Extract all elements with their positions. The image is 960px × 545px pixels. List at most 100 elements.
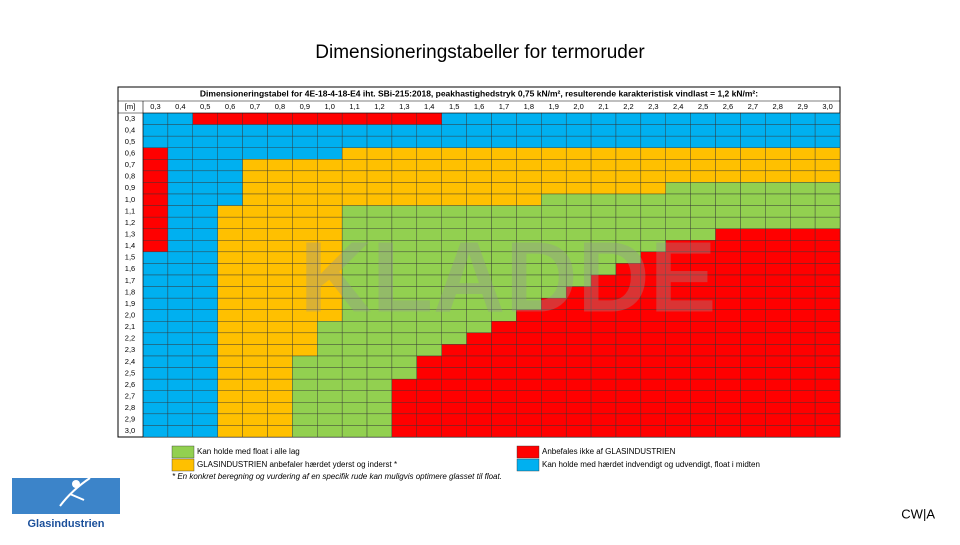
table-cell	[765, 390, 791, 403]
table-cell	[267, 344, 293, 357]
table-cell	[690, 367, 716, 380]
table-cell	[441, 205, 467, 218]
table-cell	[416, 413, 442, 426]
table-cell	[142, 344, 169, 357]
table-cell	[590, 355, 617, 368]
column-label: 0,3	[150, 102, 160, 111]
legend-swatch	[516, 458, 540, 472]
table-cell	[242, 402, 268, 415]
table-cell	[615, 135, 642, 148]
table-cell	[765, 286, 791, 299]
table-cell	[765, 135, 791, 148]
table-cell	[217, 170, 243, 183]
table-cell	[740, 124, 766, 137]
table-cell	[765, 216, 791, 229]
table-cell	[640, 135, 666, 148]
table-cell	[715, 274, 741, 287]
table-cell	[466, 147, 492, 160]
table-cell	[242, 182, 268, 195]
table-cell	[217, 413, 243, 426]
table-cell	[491, 193, 517, 206]
table-cell	[615, 402, 642, 415]
table-cell	[441, 193, 467, 206]
table-cell	[192, 124, 218, 137]
table-cell	[242, 355, 268, 368]
table-cell	[242, 135, 268, 148]
table-cell	[142, 240, 169, 253]
table-cell	[740, 182, 766, 195]
table-cell	[466, 344, 492, 357]
table-cell	[790, 378, 816, 391]
row-label: 2,2	[125, 334, 135, 343]
table-cell	[615, 332, 642, 345]
table-cell	[740, 309, 766, 322]
table-cell	[516, 182, 542, 195]
table-cell	[814, 402, 841, 415]
table-cell	[814, 205, 841, 218]
table-cell	[590, 332, 617, 345]
table-cell	[615, 124, 642, 137]
row-label: 1,4	[125, 241, 135, 250]
table-cell	[416, 425, 442, 438]
table-cell	[391, 367, 418, 380]
table-cell	[740, 205, 766, 218]
column-label: 1,4	[424, 102, 434, 111]
table-cell	[690, 135, 716, 148]
table-cell	[142, 205, 169, 218]
table-cell	[640, 402, 666, 415]
row-label: 2,8	[125, 403, 135, 412]
table-cell	[765, 367, 791, 380]
row-label: 1,5	[125, 253, 135, 262]
table-grid: 0,3 0,4 0,5 0,6 0,7 0,8 0,9 1,0 1,1 1,2 1,3 1,4 1,5 1…	[118, 100, 841, 438]
table-cell	[292, 390, 318, 403]
table-cell	[142, 193, 169, 206]
table-cell	[665, 344, 691, 357]
table-cell	[715, 112, 741, 125]
table-cell	[292, 193, 318, 206]
table-cell	[142, 159, 169, 172]
table-cell	[615, 205, 642, 218]
table-cell	[516, 135, 542, 148]
table-cell	[391, 378, 418, 391]
table-cell	[790, 425, 816, 438]
table-cell	[516, 402, 542, 415]
table-cell	[665, 147, 691, 160]
table-cell	[317, 344, 343, 357]
column-label: 2,2	[623, 102, 633, 111]
row-label: 2,1	[125, 322, 135, 331]
legend-label: Kan holde med hærdet indvendigt og udven…	[542, 460, 760, 469]
table-cell	[217, 274, 243, 287]
legend-swatch	[171, 445, 195, 459]
table-cell	[541, 402, 567, 415]
table-cell	[441, 112, 467, 125]
column-label: 1,7	[499, 102, 509, 111]
table-cell	[142, 425, 169, 438]
table-cell	[167, 332, 193, 345]
table-cell	[740, 112, 766, 125]
table-cell	[491, 367, 517, 380]
table-cell	[814, 240, 841, 253]
table-cell	[615, 182, 642, 195]
table-cell	[541, 147, 567, 160]
table-cell	[167, 321, 193, 334]
row-label: 2,6	[125, 380, 135, 389]
slide-title: Dimensioneringstabeller for termoruder	[315, 42, 645, 63]
table-cell	[142, 402, 169, 415]
table-cell	[740, 263, 766, 276]
table-cell	[341, 413, 368, 426]
table-cell	[715, 263, 741, 276]
table-cell	[814, 124, 841, 137]
row-label: 0,3	[125, 114, 135, 123]
column-label: 2,1	[598, 102, 608, 111]
table-cell	[242, 321, 268, 334]
legend: Kan holde med float i alle lag GLASINDUST…	[171, 445, 760, 472]
table-cell	[491, 413, 517, 426]
table-cell	[765, 378, 791, 391]
table-cell	[341, 355, 368, 368]
table-cell	[765, 355, 791, 368]
table-cell	[466, 170, 492, 183]
table-cell	[217, 147, 243, 160]
table-cell	[690, 193, 716, 206]
table-cell	[341, 402, 368, 415]
